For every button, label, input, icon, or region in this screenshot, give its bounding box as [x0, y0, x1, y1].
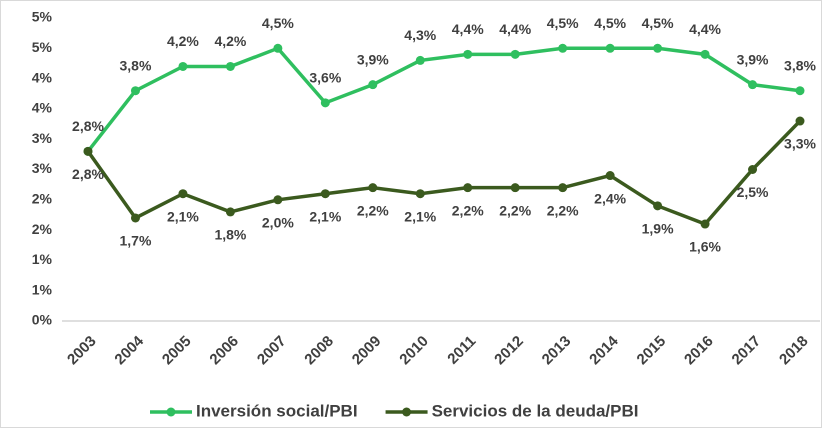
data-label: 1,9% [642, 221, 674, 237]
data-label: 2,5% [737, 184, 769, 200]
series-line [86, 46, 801, 153]
legend-label: Servicios de la deuda/PBI [432, 401, 639, 420]
data-label: 2,1% [309, 208, 341, 224]
data-label: 2,1% [167, 208, 199, 224]
x-tick-label: 2007 [254, 333, 290, 369]
point [83, 146, 93, 156]
x-tick-label: 2009 [349, 333, 385, 369]
data-label: 3,8% [120, 57, 152, 73]
point [130, 86, 140, 96]
data-label: 2,4% [594, 190, 626, 206]
point [273, 195, 283, 205]
x-tick-label: 2005 [159, 333, 195, 369]
data-label: 4,4% [452, 21, 484, 37]
data-label: 4,5% [594, 15, 626, 31]
data-label: 4,4% [689, 21, 721, 37]
data-label: 2,2% [357, 202, 389, 218]
y-tick-label: 1% [32, 281, 53, 297]
y-tick-label: 0% [32, 312, 53, 328]
data-label: 4,4% [499, 21, 531, 37]
data-label: 4,2% [167, 33, 199, 49]
data-label: 4,3% [404, 27, 436, 43]
point [320, 98, 330, 108]
point [700, 219, 710, 229]
data-label: 3,9% [737, 51, 769, 67]
data-label: 3,9% [357, 51, 389, 67]
data-label: 4,5% [547, 15, 579, 31]
point [463, 49, 473, 59]
data-label: 4,2% [214, 33, 246, 49]
data-label: 3,8% [784, 57, 816, 73]
x-tick-label: 2010 [396, 333, 432, 369]
y-tick-label: 3% [32, 130, 53, 146]
data-label: 2,8% [72, 166, 104, 182]
point [368, 183, 378, 193]
point [178, 189, 188, 199]
point [748, 165, 758, 174]
y-tick-label: 2% [32, 191, 53, 207]
point [415, 55, 425, 65]
series-line [86, 119, 802, 227]
point [605, 171, 615, 181]
x-tick-label: 2014 [586, 332, 622, 368]
y-tick-label: 5% [32, 9, 53, 25]
point [415, 189, 425, 199]
legend-marker [166, 407, 176, 417]
x-tick-label: 2011 [444, 333, 479, 368]
data-label: 2,0% [262, 215, 294, 231]
point [130, 213, 140, 223]
point [795, 116, 805, 126]
data-label: 2,1% [404, 208, 436, 224]
point [558, 43, 568, 53]
data-label: 2,8% [72, 118, 104, 134]
x-tick-label: 2008 [301, 333, 337, 369]
x-tick-label: 2015 [634, 333, 670, 369]
point [463, 183, 473, 193]
y-tick-label: 1% [32, 251, 53, 267]
point [178, 61, 188, 71]
y-tick-label: 4% [32, 69, 53, 85]
point [558, 183, 568, 193]
x-tick-label: 2012 [491, 333, 527, 369]
point [368, 80, 378, 90]
legend-marker [402, 407, 412, 417]
x-tick-label: 2003 [64, 333, 100, 369]
point [795, 86, 805, 96]
point [225, 207, 235, 217]
x-tick-label: 2004 [111, 332, 147, 368]
point [510, 49, 520, 59]
legend-label: Inversión social/PBI [196, 401, 358, 420]
x-tick-label: 2016 [681, 333, 717, 369]
data-label: 2,2% [499, 202, 531, 218]
point [225, 61, 235, 71]
data-label: 3,3% [784, 136, 816, 152]
point [653, 201, 663, 211]
data-label: 4,5% [642, 15, 674, 31]
y-tick-label: 5% [32, 39, 53, 55]
data-label: 4,5% [262, 15, 294, 31]
data-label: 2,2% [547, 202, 579, 218]
point [653, 43, 663, 53]
data-label: 1,7% [120, 233, 152, 249]
point [700, 49, 710, 59]
data-label: 3,6% [309, 70, 341, 86]
point [605, 43, 615, 53]
y-tick-label: 3% [32, 160, 53, 176]
y-tick-label: 4% [32, 100, 53, 116]
data-label: 2,2% [452, 202, 484, 218]
y-tick-label: 2% [32, 221, 53, 237]
data-label: 1,6% [689, 239, 721, 255]
point [748, 80, 758, 90]
point [510, 183, 520, 193]
point [320, 189, 330, 199]
x-tick-label: 2013 [539, 333, 575, 369]
x-tick-label: 2006 [206, 333, 242, 369]
x-tick-label: 2017 [729, 333, 765, 369]
data-label: 1,8% [214, 227, 246, 243]
point [273, 43, 283, 53]
x-tick-label: 2018 [776, 333, 812, 369]
